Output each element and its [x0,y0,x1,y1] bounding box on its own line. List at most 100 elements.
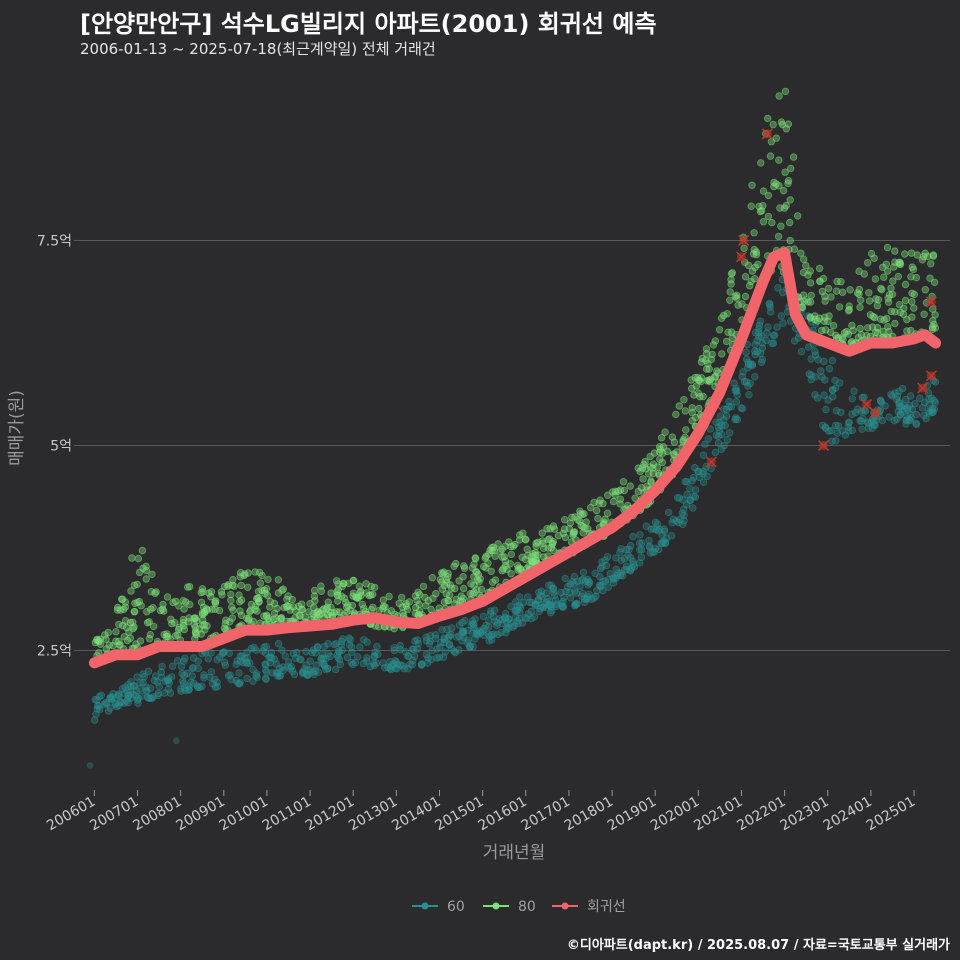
scatter-point [301,613,309,621]
scatter-point [929,251,938,259]
scatter-point [312,661,321,669]
scatter-point [856,303,864,311]
scatter-point [169,598,177,607]
scatter-point [829,322,838,330]
scatter-point [278,646,286,654]
scatter-point [506,560,514,568]
scatter-point [320,642,329,651]
scatter-point [920,310,928,318]
scatter-point [95,637,103,645]
scatter-point [797,347,806,356]
scatter-point [689,504,697,512]
scatter-point [763,329,771,337]
scatter-point [832,421,840,430]
gridlines [80,239,950,652]
scatter-point [756,207,765,216]
scatter-point [616,548,624,557]
scatter-point [237,611,246,619]
scatter-point [670,450,678,458]
scatter-point [727,270,736,278]
scatter-point [851,408,860,417]
scatter-point [804,298,812,306]
scatter-point [841,431,849,439]
scatter-point [391,664,400,672]
scatter-point [726,288,734,296]
scatter-point [694,467,703,476]
scatter-point [228,614,236,622]
legend-swatch-dot [492,902,500,910]
scatter-point [273,669,282,677]
x-tick-label: 201501 [432,794,486,835]
x-tick-label: 201701 [519,794,573,835]
scatter-point [333,588,341,596]
scatter-point [164,685,172,693]
scatter-point [746,282,754,290]
scatter-point [723,405,731,413]
scatter-point [207,593,215,601]
scatter-point [184,618,193,626]
scatter-point [163,593,172,601]
scatter-point [235,669,243,677]
scatter-point [549,584,558,593]
scatter-point [468,617,477,625]
scatter-point [820,391,828,399]
scatter-point [371,652,379,660]
outlier-x-icon [761,128,773,140]
scatter-point [748,181,756,189]
scatter-point [674,518,683,527]
scatter-point [576,507,584,515]
scatter-point [317,656,325,664]
scatter-point [764,191,773,200]
scatter-point [396,645,404,654]
scatter-point [300,669,308,677]
scatter-point [254,594,262,603]
scatter-point [263,611,271,619]
scatter-point [747,202,755,210]
scatter-point [675,494,684,502]
scatter-point [907,273,915,281]
scatter-point [741,273,750,281]
scatter-point [606,570,614,578]
scatter-point [931,311,939,319]
scatter-point [825,312,833,320]
scatter-point [333,651,341,659]
scatter-point [244,616,253,624]
scatter-point [447,630,455,639]
scatter-point [313,643,322,652]
scatter-point [270,655,278,663]
scatter-point [781,168,789,176]
scatter-point [426,632,434,640]
scatter-point [718,430,726,439]
scatter-point [864,259,872,267]
scatter-point [200,671,208,679]
scatter-point [833,277,841,286]
scatter-point [565,525,573,533]
scatter-point [455,577,463,585]
scatter-point [895,387,903,395]
scatter-point [709,341,718,349]
scatter-point [855,267,863,275]
scatter-point [428,574,437,582]
scatter-point [751,373,759,381]
scatter-point [844,330,852,338]
scatter-point [775,156,783,164]
scatter-point [427,605,435,614]
scatter-point [151,589,159,597]
scatter-point [912,419,920,428]
legend-swatch-dot [561,902,569,910]
scatter-point [908,298,916,306]
scatter-point [318,650,326,658]
scatter-point [819,274,828,283]
y-tick-label: 2.5억 [37,644,72,660]
scatter-point [697,358,706,366]
scatter-point [873,302,882,310]
scatter-point [154,689,162,698]
scatter-point [263,668,271,676]
scatter-point [663,447,672,456]
scatter-point [811,373,820,381]
scatter-point [515,615,524,623]
scatter-point [895,258,903,267]
scatter-point [733,291,741,299]
scatter-point [261,589,269,598]
scatter-point [733,391,741,399]
